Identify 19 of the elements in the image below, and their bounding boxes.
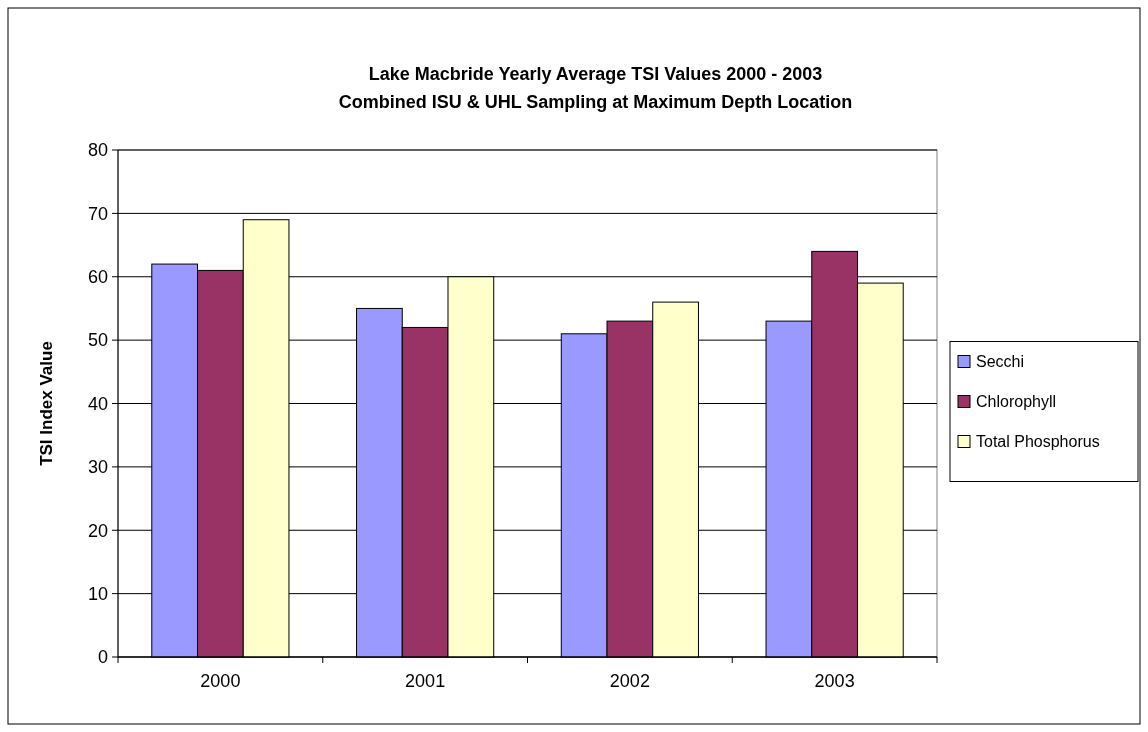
y-tick-label: 40: [87, 393, 108, 414]
x-tick-label: 2003: [814, 671, 855, 691]
legend-label: Total Phosphorus: [976, 433, 1100, 451]
y-tick-label: 80: [87, 140, 108, 161]
x-tick-label: 2001: [405, 671, 446, 691]
chart-title: Lake Macbride Yearly Average TSI Values 2000 - 2003: [368, 64, 823, 84]
y-tick-label: 20: [87, 520, 108, 541]
y-tick-label: 0: [97, 647, 108, 668]
y-tick-label: 60: [87, 267, 108, 288]
x-tick-label: 2000: [200, 671, 241, 691]
x-tick-label: 2002: [609, 671, 650, 691]
y-tick-label: 10: [87, 583, 108, 604]
y-axis-title: TSI Index Value: [37, 341, 56, 466]
y-tick-label: 70: [87, 203, 108, 224]
y-tick-label: 50: [87, 330, 108, 351]
y-tick-label: 30: [87, 457, 108, 478]
chart-subtitle: Combined ISU & UHL Sampling at Maximum Depth Location: [338, 92, 853, 112]
legend-label: Chlorophyll: [976, 393, 1057, 411]
legend-label: Secchi: [976, 353, 1025, 371]
